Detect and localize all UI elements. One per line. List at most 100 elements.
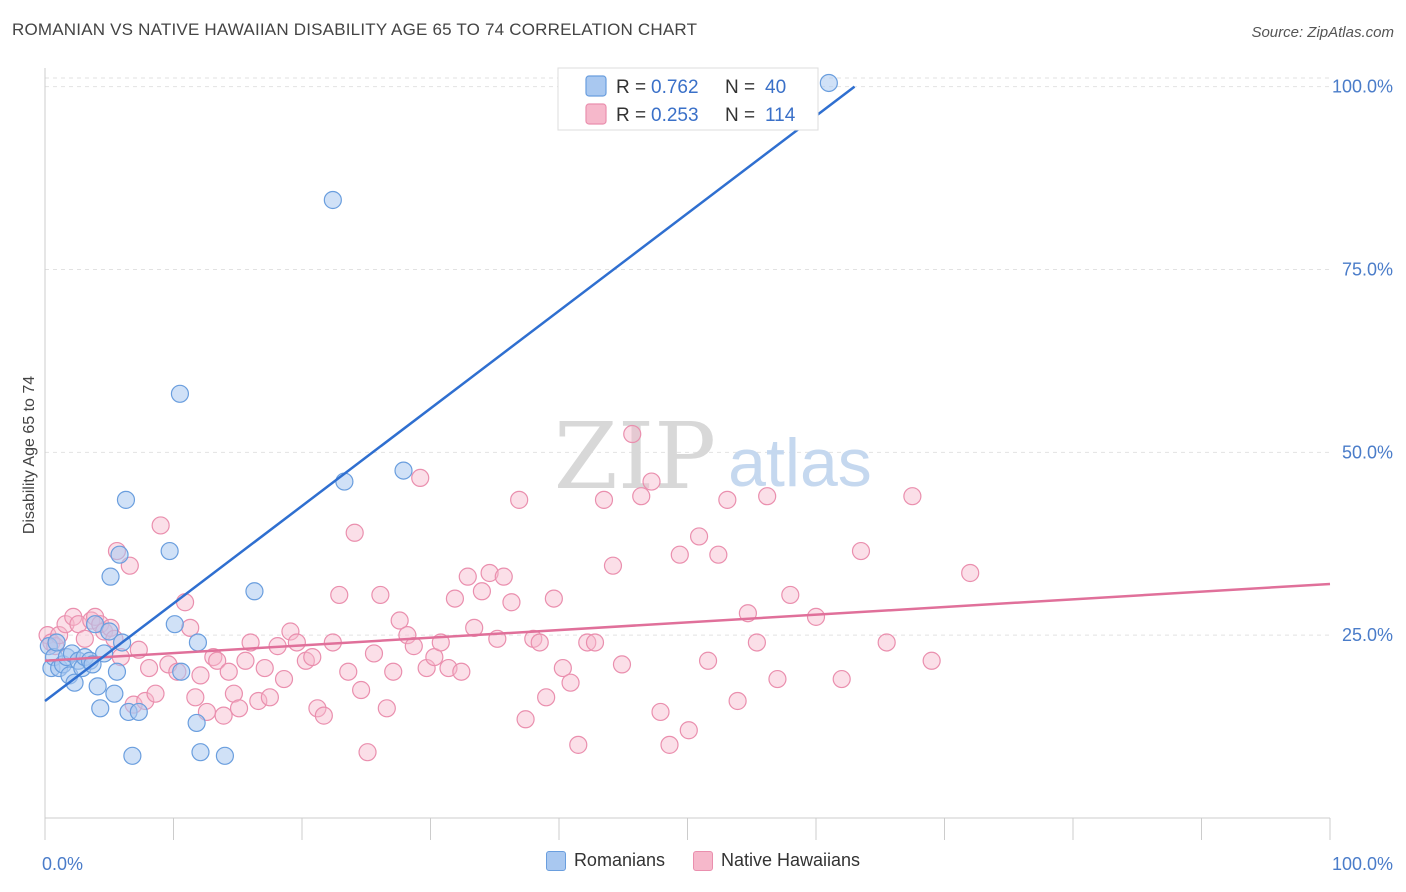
romanian-point-9 bbox=[65, 673, 84, 692]
hawaiian-point-22 bbox=[151, 516, 170, 535]
romanian-point-41 bbox=[819, 73, 838, 93]
hawaiian-point-36 bbox=[236, 651, 255, 670]
legend-n-value-romanians: 40 bbox=[765, 77, 786, 98]
y-tick-label-0: 25.0% bbox=[1342, 625, 1393, 645]
romanian-point-39 bbox=[335, 472, 354, 491]
hawaiian-point-89 bbox=[612, 655, 632, 674]
hawaiian-point-88 bbox=[603, 556, 623, 575]
chart-title: ROMANIAN VS NATIVE HAWAIIAN DISABILITY A… bbox=[12, 20, 698, 39]
hawaiian-point-25 bbox=[175, 593, 195, 612]
hawaiian-point-97 bbox=[689, 527, 709, 546]
hawaiian-point-96 bbox=[679, 721, 698, 740]
hawaiian-point-48 bbox=[314, 706, 333, 725]
trend-layer bbox=[44, 85, 1331, 702]
hawaiian-point-31 bbox=[208, 651, 227, 670]
hawaiian-point-59 bbox=[390, 611, 409, 630]
hawaiian-point-33 bbox=[219, 662, 238, 681]
x-tick-label-0: 0.0% bbox=[42, 854, 83, 874]
hawaiian-point-107 bbox=[806, 607, 826, 626]
hawaiian-point-62 bbox=[411, 468, 430, 488]
bottom-legend-swatch-hawaiians bbox=[692, 850, 713, 871]
romanian-point-17 bbox=[91, 699, 110, 718]
hawaiian-point-4 bbox=[56, 615, 75, 634]
hawaiian-point-108 bbox=[832, 669, 851, 689]
trend-line-romanians bbox=[44, 85, 856, 702]
hawaiian-point-90 bbox=[623, 424, 642, 444]
hawaiian-points bbox=[38, 424, 980, 762]
hawaiian-point-57 bbox=[377, 699, 396, 718]
legend-r-label-romanians: R = bbox=[616, 77, 646, 98]
hawaiian-point-72 bbox=[480, 563, 499, 583]
hawaiian-point-79 bbox=[530, 633, 549, 652]
hawaiian-point-101 bbox=[728, 691, 747, 711]
hawaiian-point-51 bbox=[339, 662, 358, 681]
romanian-point-25 bbox=[116, 490, 136, 509]
hawaiian-point-76 bbox=[510, 490, 529, 509]
hawaiian-point-67 bbox=[445, 589, 465, 608]
hawaiian-point-44 bbox=[287, 633, 306, 652]
hawaiian-point-35 bbox=[229, 699, 249, 718]
legend-swatch-romanians bbox=[585, 75, 607, 97]
bottom-legend-swatch-romanians bbox=[545, 850, 566, 871]
hawaiian-point-75 bbox=[502, 593, 521, 612]
romanian-point-22 bbox=[107, 662, 127, 681]
hawaiian-point-42 bbox=[274, 669, 294, 689]
hawaiian-point-38 bbox=[249, 691, 268, 711]
legend-r-value-romanians: 0.762 bbox=[651, 77, 699, 98]
romanian-point-33 bbox=[187, 713, 206, 733]
hawaiian-point-113 bbox=[961, 563, 980, 583]
hawaiian-point-20 bbox=[139, 658, 159, 678]
hawaiian-point-86 bbox=[585, 633, 605, 652]
hawaiian-point-98 bbox=[698, 651, 718, 670]
hawaiian-point-100 bbox=[718, 490, 737, 509]
romanian-point-37 bbox=[245, 582, 264, 601]
hawaiian-point-83 bbox=[561, 673, 580, 692]
hawaiian-point-80 bbox=[537, 688, 556, 707]
hawaiian-point-112 bbox=[922, 651, 941, 670]
hawaiian-point-87 bbox=[594, 490, 614, 509]
hawaiian-point-104 bbox=[758, 487, 777, 506]
hawaiian-point-74 bbox=[494, 567, 513, 586]
romanian-point-20 bbox=[101, 567, 120, 586]
hawaiian-point-37 bbox=[241, 633, 260, 652]
hawaiian-point-95 bbox=[670, 545, 689, 564]
hawaiian-point-77 bbox=[516, 710, 535, 729]
y-tick-label-1: 50.0% bbox=[1342, 442, 1393, 462]
hawaiian-point-53 bbox=[352, 680, 371, 700]
hawaiian-point-109 bbox=[851, 541, 871, 561]
hawaiian-point-81 bbox=[544, 589, 563, 608]
watermark-zip: ZIP bbox=[554, 403, 716, 510]
hawaiian-point-99 bbox=[709, 545, 728, 564]
romanian-point-28 bbox=[129, 702, 148, 722]
hawaiian-point-7 bbox=[75, 629, 94, 648]
hawaiian-point-84 bbox=[569, 735, 588, 754]
hawaiian-point-110 bbox=[877, 633, 896, 652]
hawaiian-point-39 bbox=[255, 658, 274, 678]
hawaiian-point-58 bbox=[384, 662, 403, 681]
romanian-point-35 bbox=[191, 743, 210, 762]
hawaiian-point-91 bbox=[632, 487, 651, 506]
bottom-legend-label-romanians: Romanians bbox=[573, 850, 665, 870]
romanian-point-38 bbox=[323, 190, 342, 210]
hawaiian-point-92 bbox=[642, 472, 661, 491]
y-tick-label-2: 75.0% bbox=[1342, 259, 1393, 279]
romanian-point-34 bbox=[188, 633, 208, 652]
hawaiian-point-40 bbox=[260, 688, 279, 707]
source-label: Source: ZipAtlas.com bbox=[1251, 24, 1394, 41]
legend-r-label-hawaiians: R = bbox=[616, 105, 646, 126]
legend-r-value-hawaiians: 0.253 bbox=[651, 105, 699, 126]
romanian-point-31 bbox=[170, 384, 190, 403]
legend-n-value-hawaiians: 114 bbox=[765, 105, 796, 126]
bottom-legend-hawaiians: Native Hawaiians bbox=[692, 850, 860, 871]
bottom-legend: Romanians Native Hawaiians bbox=[0, 850, 1406, 871]
hawaiian-point-46 bbox=[303, 647, 322, 667]
hawaiian-point-106 bbox=[781, 585, 800, 605]
hawaiian-point-94 bbox=[660, 735, 679, 754]
hawaiian-point-32 bbox=[214, 706, 233, 725]
hawaiian-point-28 bbox=[191, 666, 210, 685]
hawaiian-point-47 bbox=[308, 699, 327, 718]
hawaiian-point-85 bbox=[578, 633, 597, 652]
legend-n-label-hawaiians: N = bbox=[725, 105, 755, 126]
romanian-point-40 bbox=[394, 461, 413, 480]
